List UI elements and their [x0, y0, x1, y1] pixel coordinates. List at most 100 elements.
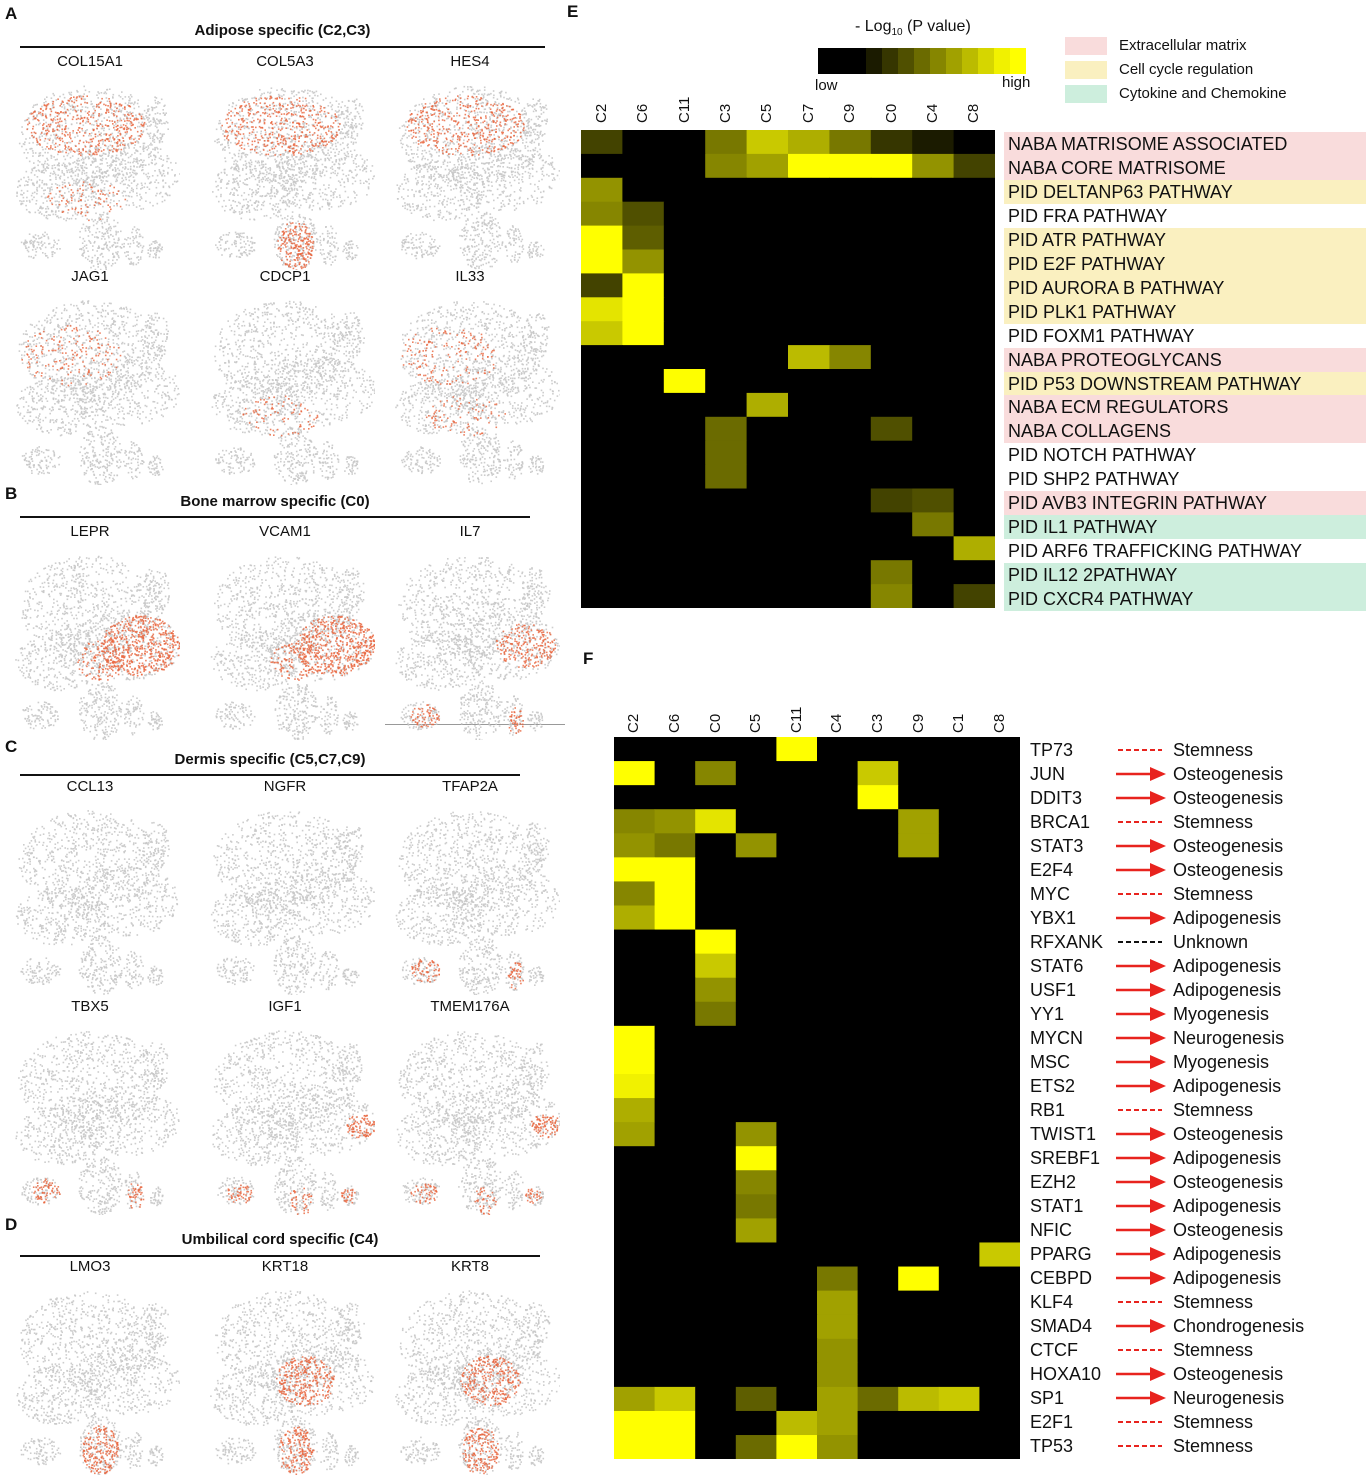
arrow-icon — [1108, 1314, 1170, 1338]
heatmap-cell — [695, 1122, 736, 1147]
heatmap-cell — [898, 1291, 939, 1316]
heatmap-cell — [747, 130, 789, 154]
heatmap-cell — [898, 1242, 939, 1267]
arrow-icon — [1108, 1266, 1170, 1290]
heatmap-cell — [979, 833, 1020, 858]
heatmap-cell — [829, 154, 871, 178]
heatmap-cell — [695, 785, 736, 810]
column-label: C4 — [828, 714, 845, 733]
heatmap-cell — [912, 154, 954, 178]
heatmap-cell — [695, 978, 736, 1003]
heatmap-cell — [655, 1194, 696, 1219]
heatmap-cell — [817, 881, 858, 906]
tf-label: SREBF1 — [1030, 1146, 1100, 1170]
heatmap-cell — [614, 857, 655, 882]
heatmap-cell — [776, 857, 817, 882]
heatmap-cell — [736, 1122, 777, 1147]
heatmap-cell — [939, 1435, 980, 1459]
heatmap-cell — [705, 560, 747, 584]
heatmap-cell — [858, 809, 899, 834]
heatmap-cell — [747, 250, 789, 274]
heatmap-cell — [614, 930, 655, 955]
heatmap-cell — [655, 930, 696, 955]
heatmap-cell — [829, 273, 871, 297]
tf-label: STAT1 — [1030, 1194, 1083, 1218]
colorbar-high-label: high — [1002, 74, 1030, 91]
fate-label: Unknown — [1173, 930, 1248, 954]
heatmap-cell — [581, 441, 623, 465]
heatmap-cell — [705, 441, 747, 465]
heatmap-cell — [817, 1194, 858, 1219]
heatmap-cell — [829, 297, 871, 321]
heatmap-cell — [939, 1218, 980, 1243]
panel-letter-F: F — [583, 649, 593, 669]
heatmap-cell — [979, 1242, 1020, 1267]
heatmap-cell — [776, 785, 817, 810]
fate-label: Adipogenesis — [1173, 1146, 1281, 1170]
heatmap-cell — [581, 297, 623, 321]
gene-label: LEPR — [5, 523, 175, 540]
heatmap-cell — [788, 273, 830, 297]
tf-label: SMAD4 — [1030, 1314, 1092, 1338]
arrow-icon — [1108, 762, 1170, 786]
heatmap-cell — [954, 489, 995, 513]
pathway-label: NABA PROTEOGLYCANS — [1004, 348, 1366, 372]
heatmap-cell — [939, 1291, 980, 1316]
heatmap-cell — [829, 250, 871, 274]
heatmap-cell — [817, 1050, 858, 1075]
panel-D-title: Umbilical cord specific (C4) — [20, 1231, 540, 1248]
heatmap-cell — [622, 536, 664, 560]
heatmap-cell — [829, 489, 871, 513]
heatmap-cell — [912, 321, 954, 345]
heatmap-cell — [788, 250, 830, 274]
heatmap-cell — [898, 1170, 939, 1195]
heatmap-cell — [622, 154, 664, 178]
heatmap-cell — [858, 1339, 899, 1364]
tf-label: YBX1 — [1030, 906, 1076, 930]
heatmap-cell — [954, 584, 995, 608]
column-label: C8 — [991, 714, 1008, 733]
heatmap-cell — [912, 130, 954, 154]
heatmap-cell — [655, 1050, 696, 1075]
heatmap-cell — [776, 954, 817, 979]
fate-label: Osteogenesis — [1173, 1170, 1283, 1194]
heatmap-cell — [939, 1002, 980, 1027]
heatmap-cell — [614, 978, 655, 1003]
heatmap-cell — [898, 1363, 939, 1388]
heatmap-cell — [817, 1170, 858, 1195]
heatmap-cell — [776, 1435, 817, 1459]
heatmap-cell — [858, 1242, 899, 1267]
heatmap-cell — [747, 273, 789, 297]
heatmap-cell — [817, 857, 858, 882]
heatmap-cell — [695, 1363, 736, 1388]
heatmap-cell — [664, 512, 706, 536]
heatmap-cell — [979, 1098, 1020, 1123]
pathway-label: PID ARF6 TRAFFICKING PATHWAY — [1004, 539, 1366, 563]
pathway-label: PID IL12 2PATHWAY — [1004, 563, 1366, 587]
heatmap-cell — [776, 1387, 817, 1412]
heatmap-cell — [776, 1074, 817, 1099]
tf-label: STAT6 — [1030, 954, 1083, 978]
colorbar-step — [866, 48, 882, 74]
heatmap-cell — [871, 130, 913, 154]
panel-C-title: Dermis specific (C5,C7,C9) — [20, 751, 520, 768]
heatmap-cell — [776, 1194, 817, 1219]
heatmap-cell — [912, 369, 954, 393]
heatmap-cell — [979, 1267, 1020, 1292]
heatmap-cell — [695, 1242, 736, 1267]
heatmap-cell — [705, 417, 747, 441]
pathway-label: NABA ECM REGULATORS — [1004, 395, 1366, 419]
heatmap-cell — [939, 1363, 980, 1388]
heatmap-cell — [736, 1026, 777, 1051]
heatmap-cell — [695, 1267, 736, 1292]
heatmap-cell — [788, 393, 830, 417]
heatmap-cell — [788, 584, 830, 608]
colorbar-step — [898, 48, 914, 74]
heatmap-cell — [788, 560, 830, 584]
heatmap-cell — [705, 536, 747, 560]
heatmap-cell — [695, 1315, 736, 1340]
heatmap-cell — [912, 584, 954, 608]
heatmap-cell — [817, 1291, 858, 1316]
heatmap-cell — [622, 297, 664, 321]
heatmap-cell — [776, 1122, 817, 1147]
